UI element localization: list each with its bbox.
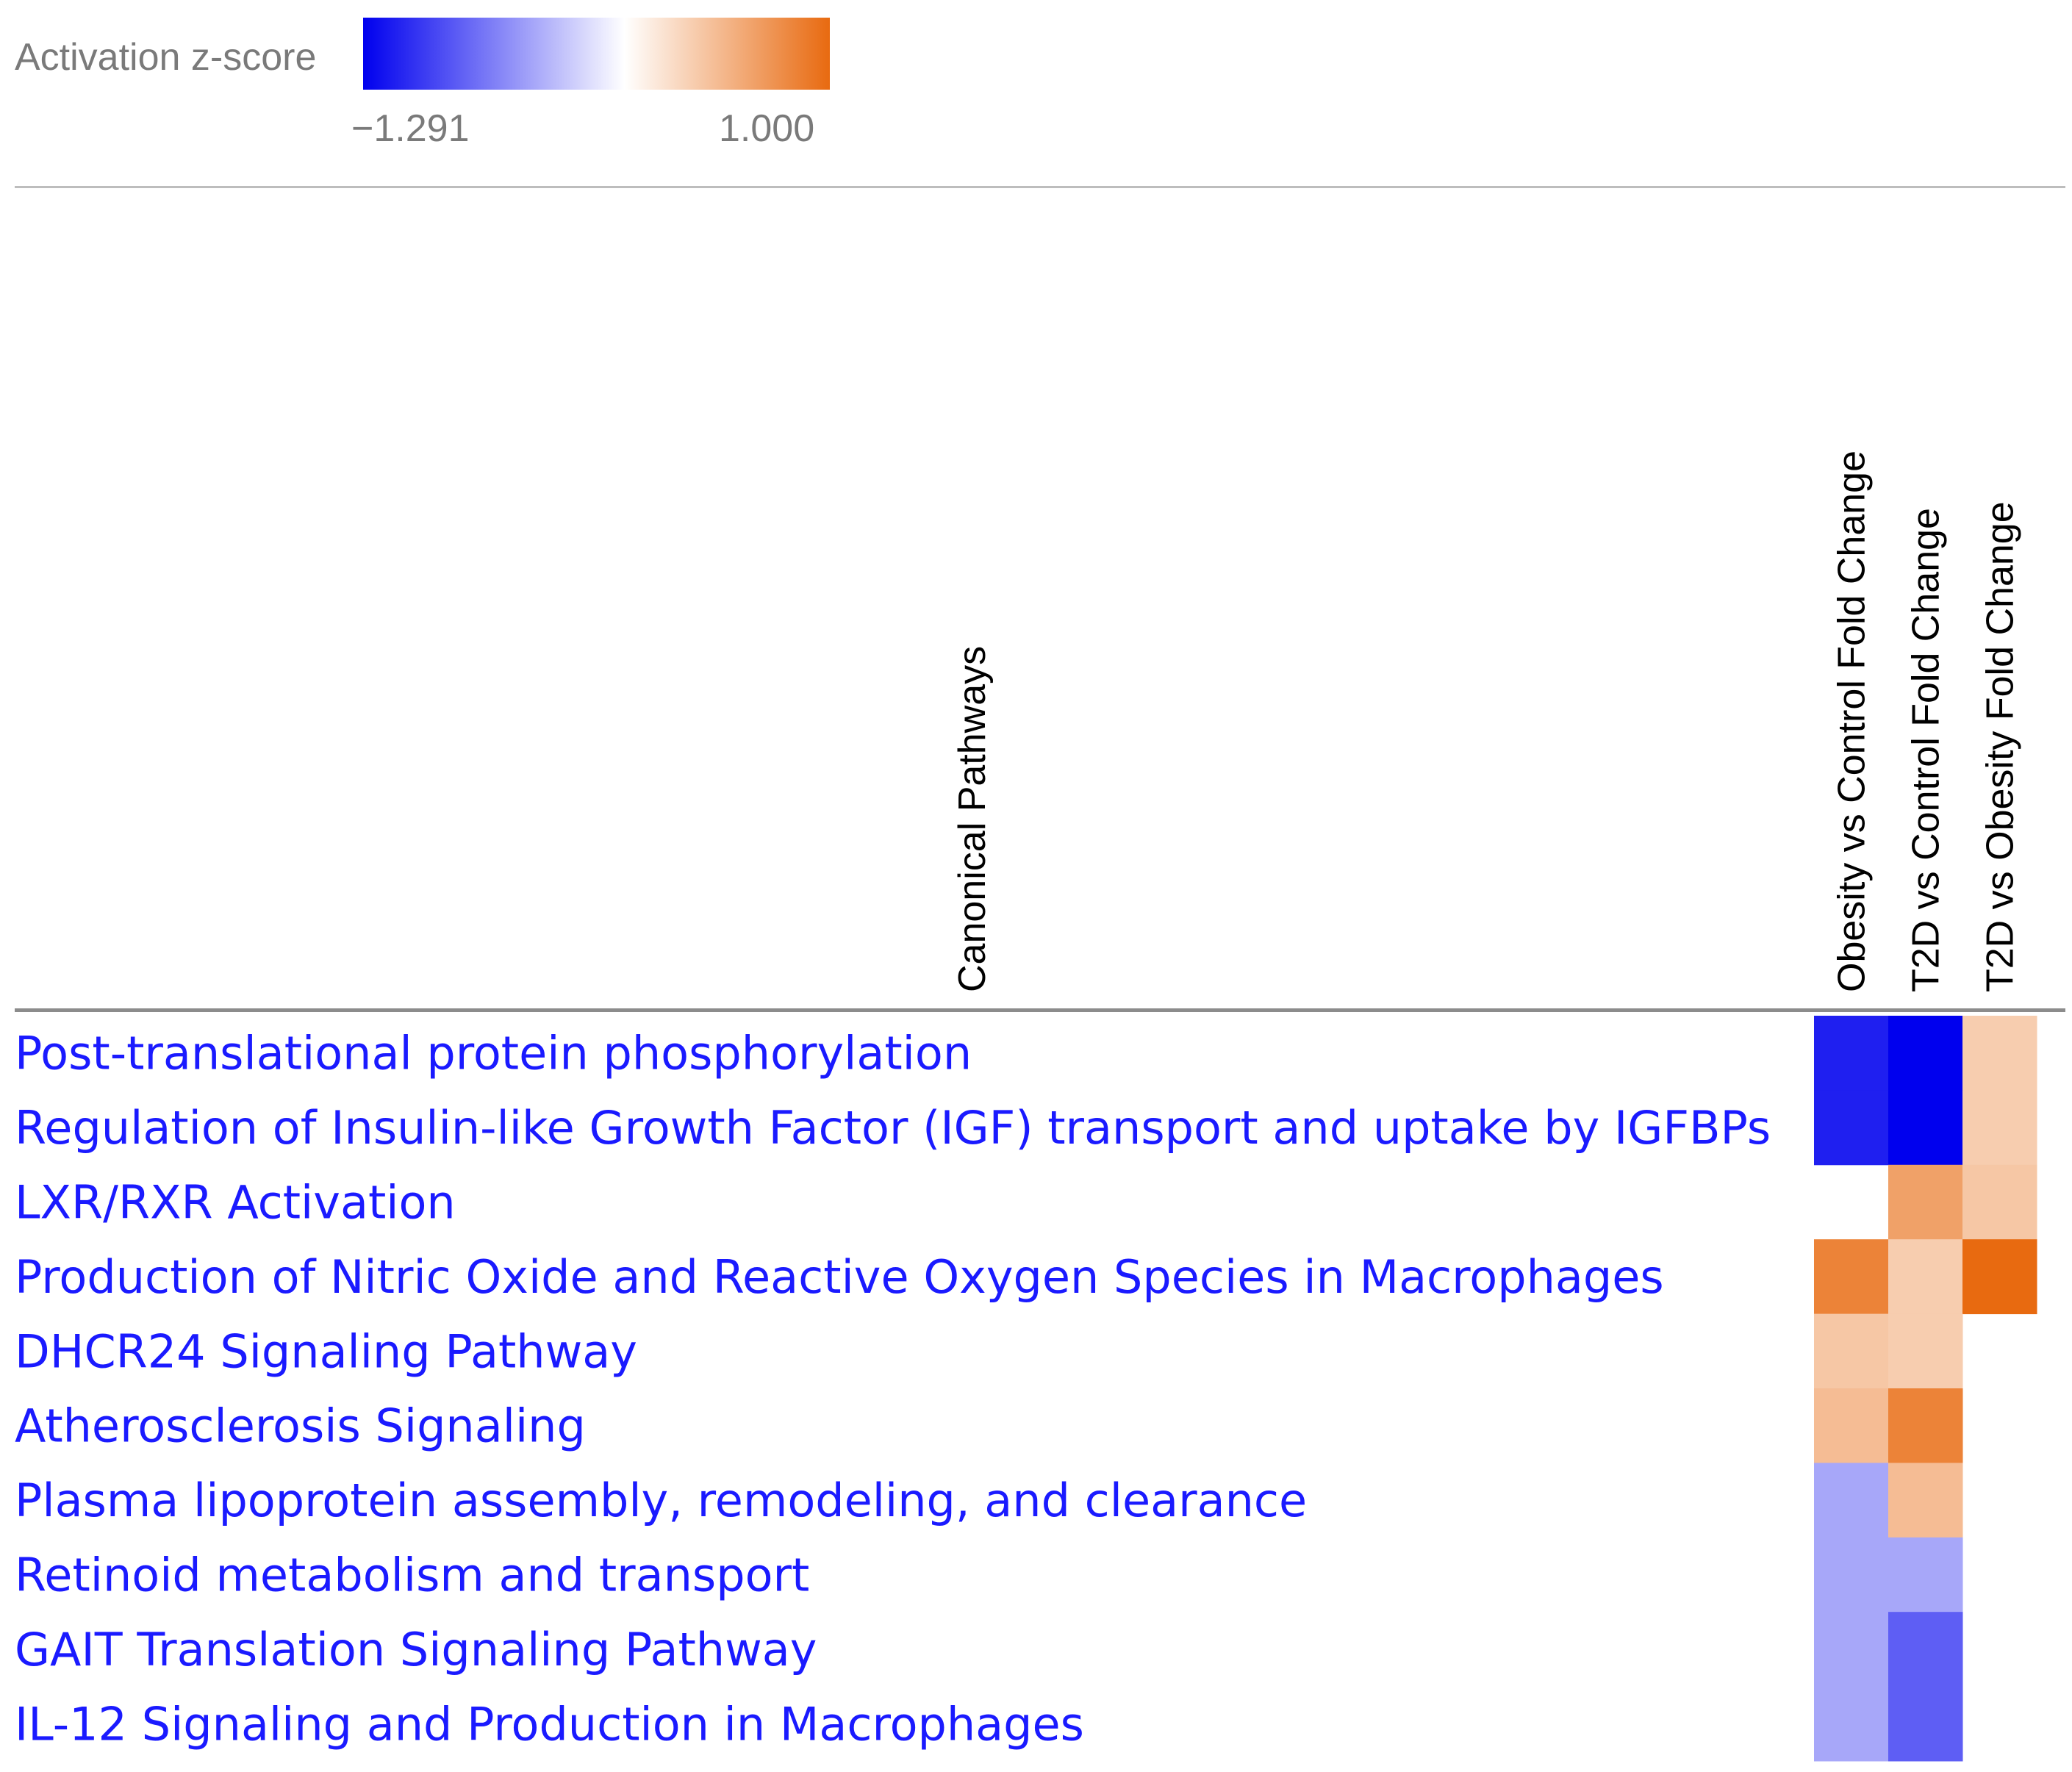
heatmap-cell (1888, 1164, 1963, 1240)
heatmap-cell (1888, 1612, 1963, 1687)
row-label[interactable]: LXR/RXR Activation (15, 1176, 456, 1230)
heatmap-cell (1814, 1463, 1889, 1538)
heatmap-cell (1814, 1537, 1889, 1613)
heatmap-cell (1888, 1463, 1963, 1538)
legend-title: Activation z-score (15, 36, 317, 79)
header-divider (15, 1008, 2065, 1012)
legend-min-label: −1.291 (351, 107, 470, 150)
row-label[interactable]: Plasma lipoprotein assembly, remodeling,… (15, 1474, 1307, 1527)
column-label: T2D vs Control Fold Change (1905, 508, 1948, 992)
heatmap-cell (1814, 1388, 1889, 1463)
heatmap-cell (1962, 1090, 2037, 1166)
heatmap-cell (1962, 1239, 2037, 1315)
heatmap-cell (1888, 1239, 1963, 1315)
heatmap-cell (1962, 1164, 2037, 1240)
heatmap-cell (1888, 1016, 1963, 1091)
heatmap-cell (1888, 1090, 1963, 1166)
heatmap-cell (1814, 1239, 1889, 1315)
row-axis-label: Canonical Pathways (951, 646, 994, 992)
heatmap-cell (1888, 1388, 1963, 1463)
column-label: T2D vs Obesity Fold Change (1979, 501, 2022, 992)
row-label[interactable]: Atherosclerosis Signaling (15, 1399, 586, 1453)
heatmap-cell (1814, 1612, 1889, 1687)
heatmap-cell (1888, 1537, 1963, 1613)
column-label: Obesity vs Control Fold Change (1831, 451, 1874, 992)
row-label[interactable]: Production of Nitric Oxide and Reactive … (15, 1250, 1664, 1304)
heatmap-cell (1888, 1686, 1963, 1762)
heatmap-cell (1888, 1313, 1963, 1389)
heatmap-cell (1962, 1016, 2037, 1091)
legend-max-label: 1.000 (719, 107, 815, 150)
heatmap-cell (1814, 1016, 1889, 1091)
heatmap-cell (1814, 1090, 1889, 1166)
legend-divider (15, 186, 2065, 188)
row-label[interactable]: Regulation of Insulin-like Growth Factor… (15, 1101, 1771, 1155)
heatmap-cell (1814, 1313, 1889, 1389)
row-label[interactable]: Post-translational protein phosphorylati… (15, 1027, 972, 1080)
row-label[interactable]: DHCR24 Signaling Pathway (15, 1324, 637, 1378)
heatmap-cell (1814, 1686, 1889, 1762)
legend-color-bar (363, 18, 830, 90)
row-label[interactable]: Retinoid metabolism and transport (15, 1549, 809, 1602)
row-label[interactable]: GAIT Translation Signaling Pathway (15, 1623, 817, 1676)
row-label[interactable]: IL-12 Signaling and Production in Macrop… (15, 1697, 1084, 1751)
